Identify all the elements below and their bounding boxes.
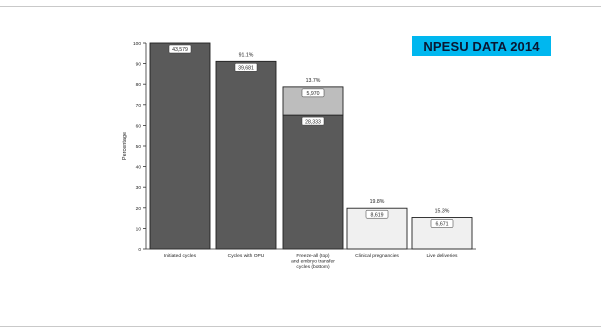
x-tick-label-0-0: Initiated cycles xyxy=(164,253,197,259)
y-tick-label-50: 50 xyxy=(136,144,142,150)
y-tick-label-60: 60 xyxy=(136,123,142,129)
bar-1-segment-0 xyxy=(215,60,277,250)
y-tick-label-0: 0 xyxy=(138,247,141,253)
percent-label-4: 15.3% xyxy=(435,208,450,214)
y-tick-label-100: 100 xyxy=(133,41,141,47)
count-label-box-4-0 xyxy=(430,219,454,228)
y-tick-label-70: 70 xyxy=(136,103,142,109)
bar-0-segment-0 xyxy=(149,42,211,250)
count-label-3-0: 8,619 xyxy=(371,212,384,218)
count-label-0-0: 43,579 xyxy=(172,47,188,53)
x-tick-label-2-0: Freeze-all (top) xyxy=(296,253,330,259)
count-label-4-0: 6,671 xyxy=(436,222,449,228)
x-tick-label-2-2: cycles (bottom) xyxy=(296,264,330,270)
count-label-box-3-0 xyxy=(365,209,389,219)
y-tick-label-80: 80 xyxy=(136,82,142,88)
bar-2-segment-0 xyxy=(282,114,344,250)
percent-label-1: 91.1% xyxy=(239,52,254,58)
y-axis-title: Percentage xyxy=(122,132,128,160)
x-tick-label-3-0: Clinical pregnancies xyxy=(355,253,399,259)
count-label-2-1: 5,970 xyxy=(307,91,320,97)
count-label-box-1-0 xyxy=(234,63,258,72)
x-tick-label-2-1: and embryo transfer xyxy=(291,259,335,265)
count-label-box-2-1 xyxy=(301,88,325,98)
count-label-2-0: 28,333 xyxy=(305,119,321,125)
x-tick-label-4-0: Live deliveries xyxy=(427,253,459,259)
count-label-box-0-0 xyxy=(168,44,192,54)
dataset-badge: NPESU DATA 2014 xyxy=(412,36,551,56)
top-divider xyxy=(0,6,601,7)
count-label-box-2-0 xyxy=(301,116,325,126)
percent-label-3: 19.8% xyxy=(370,199,385,205)
x-tick-label-1-0: Cycles with OPU xyxy=(228,253,265,259)
y-tick-label-90: 90 xyxy=(136,62,142,68)
percent-label-2: 13.7% xyxy=(306,78,321,84)
count-label-1-0: 39,681 xyxy=(238,66,254,72)
y-tick-label-20: 20 xyxy=(136,206,142,212)
y-tick-label-30: 30 xyxy=(136,185,142,191)
y-tick-label-10: 10 xyxy=(136,226,142,232)
y-tick-label-40: 40 xyxy=(136,165,142,171)
bottom-divider xyxy=(0,326,601,327)
